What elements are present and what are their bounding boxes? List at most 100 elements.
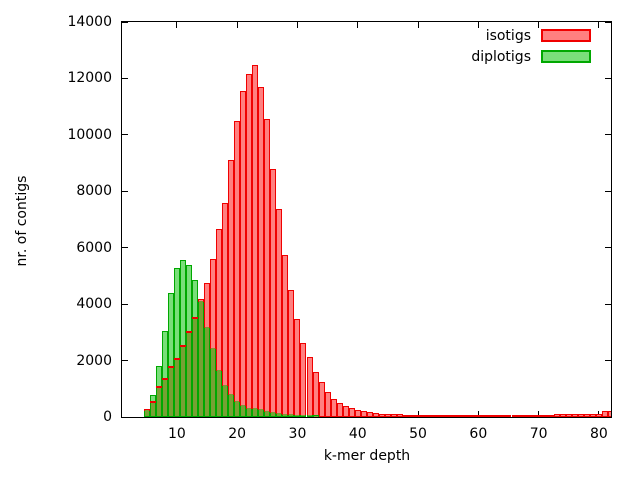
isotig-bar-top-edge [191, 316, 198, 319]
overlap-segment [307, 415, 312, 416]
diplotig-bar [312, 415, 319, 417]
diplotig-bar [161, 330, 168, 417]
x-tick-mirror [417, 22, 419, 28]
overlap-segment [180, 345, 185, 416]
y-tick-mirror [605, 190, 611, 192]
diplotig-bar [276, 413, 283, 417]
diplotig-bar [216, 369, 223, 417]
diplotig-bar [246, 407, 253, 417]
overlap-segment [174, 358, 179, 416]
x-tick-mirror [236, 22, 238, 28]
isotig-bar [499, 415, 506, 417]
diplotig-bar [222, 384, 229, 417]
isotig-bar [439, 415, 446, 417]
diplotig-bar [240, 404, 247, 417]
diplotig-bar [228, 394, 235, 417]
diplotig-bar [167, 292, 174, 417]
x-tick-mirror [598, 22, 600, 28]
y-tick [122, 190, 128, 192]
isotig-bar [409, 415, 416, 417]
isotig-bar [577, 414, 584, 417]
isotig-bar [433, 415, 440, 417]
isotig-bar [360, 411, 367, 417]
overlap-segment [265, 411, 270, 416]
diplotig-bar [143, 410, 150, 417]
isotig-bar [372, 412, 379, 417]
diplotig-bar [179, 260, 186, 417]
x-tick-mirror [357, 22, 359, 28]
isotig-bar [589, 414, 596, 417]
isotig-bar [535, 415, 542, 417]
x-tick-label: 60 [469, 426, 488, 442]
y-tick [122, 416, 128, 417]
isotig-bar [541, 415, 548, 417]
diplotig-bar [149, 394, 156, 417]
diplotig-bar [191, 279, 198, 417]
isotig-bar [547, 415, 554, 417]
isotig-bar [390, 414, 397, 417]
y-tick-mirror [605, 303, 611, 305]
overlap-segment [156, 386, 161, 416]
overlap-segment [223, 384, 228, 416]
y-tick [122, 22, 128, 23]
y-axis-title: nr. of contigs [14, 175, 30, 267]
diplotig-bar [204, 326, 211, 417]
isotig-bar [415, 415, 422, 417]
overlap-segment [211, 347, 216, 416]
y-tick-label: 0 [103, 409, 112, 425]
diplotig-bar [288, 414, 295, 417]
y-tick-label: 2000 [76, 352, 112, 369]
overlap-segment [192, 316, 197, 416]
diplotig-bar [294, 414, 301, 417]
y-tick [122, 247, 128, 249]
isotig-bar [354, 409, 361, 417]
isotig-bar [595, 414, 602, 417]
isotig-bar [457, 415, 464, 417]
y-tick [122, 360, 128, 362]
y-tick [122, 303, 128, 305]
overlap-segment [271, 412, 276, 416]
isotig-bar [559, 414, 566, 417]
legend: isotigs diplotigs [471, 25, 591, 67]
diplotig-bar [300, 415, 307, 417]
isotig-bar [384, 413, 391, 417]
y-tick-label: 14000 [67, 14, 112, 30]
isotig-bar [487, 415, 494, 417]
y-tick-label: 10000 [67, 126, 112, 143]
y-tick-mirror [605, 77, 611, 79]
x-tick [477, 411, 479, 417]
x-tick-label: 50 [409, 426, 427, 442]
isotig-bar [481, 415, 488, 417]
isotig-bar [565, 414, 572, 417]
isotig-bar-top-edge [185, 331, 192, 334]
overlap-segment [289, 414, 294, 416]
x-tick [538, 411, 540, 417]
y-tick-label: 6000 [76, 239, 112, 256]
isotig-bar [469, 415, 476, 417]
y-tick [122, 134, 128, 136]
legend-label: isotigs [485, 27, 531, 44]
diplotig-bar [173, 267, 180, 417]
diplotig-bar [210, 347, 217, 417]
isotig-bar [475, 415, 482, 417]
overlap-segment [259, 409, 264, 416]
diplotig-bar [258, 409, 265, 417]
diplotig-bar [155, 365, 162, 417]
isotig-bar [505, 415, 512, 417]
diplotig-bar [234, 401, 241, 417]
isotig-bar [607, 410, 611, 417]
diplotig-bar [306, 415, 313, 417]
legend-label: diplotigs [471, 48, 531, 65]
x-tick-label: 10 [167, 426, 186, 442]
overlap-segment [162, 377, 167, 416]
y-tick-mirror [605, 22, 611, 23]
y-tick-label: 4000 [76, 296, 112, 313]
isotig-bar [601, 410, 608, 417]
x-axis-title: k-mer depth [323, 448, 411, 464]
x-tick-label: 80 [590, 426, 608, 442]
y-tick-mirror [605, 134, 611, 136]
isotig-bar-top-edge [161, 377, 168, 380]
legend-swatch [541, 29, 591, 42]
isotig-bar [529, 415, 536, 417]
